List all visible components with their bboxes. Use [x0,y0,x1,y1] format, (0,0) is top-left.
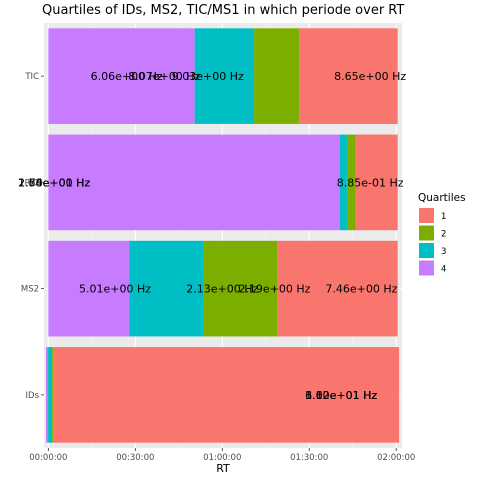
bar-labels: 3.62e+01 Hz6.10e+01 Hz1.02e+01 Hz 5.01e+0… [18,70,406,402]
bars [46,28,400,443]
bar-value-label: 7.46e+00 Hz [325,283,397,296]
bar-value-label: 2.13e+00 Hz [186,283,258,296]
bar-value-label: 2.74e+00 Hz [18,176,90,189]
bar-value-label: 3.62e+01 Hz [305,389,377,402]
bar-value-label: 8.85e-01 Hz [337,176,404,189]
bar-segment-tic-q2 [254,28,300,124]
bar-segment-ric-q3 [339,134,347,231]
bar-value-label: 2.19e+00 Hz [238,283,310,296]
x-tick-label: 01:30:00 [290,453,328,463]
legend-entry-label: 3 [441,247,446,257]
bar-segment-ric-q1 [355,134,398,231]
legend: Quartiles 1 2 3 4 [418,192,466,276]
bar-value-label: 8.07e+00 Hz [128,70,200,83]
legend-entry-label: 4 [441,265,446,275]
y-tick-label: RIC [25,178,39,188]
bar-segment-tic-q4 [48,28,195,124]
legend-entry-label: 1 [441,212,446,222]
x-tick-label: 00:00:00 [29,453,67,463]
bar-segment-ms2-q1 [277,240,398,337]
x-tick-label: 02:00:00 [377,453,415,463]
bar-segment-ric-q2 [346,134,356,231]
bar-value-label: 6.10e+01 Hz [305,389,377,402]
legend-title: Quartiles [418,192,466,204]
legend-swatch [419,260,434,276]
legend-entry-label: 2 [441,230,446,240]
y-tick-label: TIC [24,72,39,82]
x-tick-label: 01:00:00 [203,453,241,463]
bar-segment-ids-q4 [46,347,49,443]
bar-segment-ids-q3 [48,347,53,443]
chart-title: Quartiles of IDs, MS2, TIC/MS1 in which … [42,3,404,18]
bar-segment-tic-q1 [299,28,398,124]
bar-segment-ids-q2 [52,347,54,443]
bar-segment-ids-q1 [53,347,400,443]
bar-segment-ms2-q4 [48,240,130,337]
bar-value-label: 1.60e+00 Hz [18,176,90,189]
bar-value-label: 8.65e+00 Hz [334,70,406,83]
axes: 00:00:00 00:30:00 01:00:00 01:30:00 02:00:00… [21,72,415,463]
bar-value-label: 1.58e+01 Hz [18,176,90,189]
bar-segment-ric-q4 [48,134,340,231]
bar-segment-ms2-q3 [129,240,204,337]
bar-value-label: 6.06e+00 Hz [91,70,163,83]
bar-value-label: 9.03e+00 Hz [172,70,244,83]
y-tick-label: MS2 [21,285,39,295]
legend-swatch [419,243,434,258]
legend-swatch [419,225,434,241]
x-tick-label: 00:30:00 [116,453,154,463]
bar-value-label: 1.02e+01 Hz [305,389,377,402]
legend-swatch [419,208,434,223]
bar-value-label: 5.01e+00 Hz [79,283,151,296]
bar-segment-tic-q3 [194,28,255,124]
y-tick-label: IDs [26,391,40,401]
x-axis-title: RT [216,462,230,475]
bar-segment-ms2-q2 [203,240,278,337]
